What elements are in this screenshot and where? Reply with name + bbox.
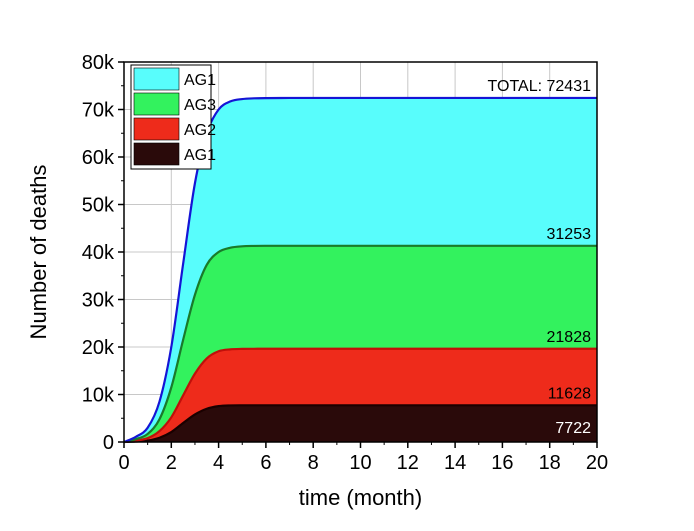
value-annotation: TOTAL: 72431 — [488, 78, 592, 95]
line-series-3 — [123, 96, 597, 444]
y-axis-ticks: 0 10k 20k 30k 40k 50k 60k 70k 80k — [82, 52, 124, 454]
y-axis-title: Number of deaths — [26, 165, 51, 340]
x-tick-label: 14 — [444, 452, 466, 474]
legend-swatch — [133, 142, 180, 166]
y-tick-label: 20k — [82, 337, 115, 359]
y-tick-label: 60k — [82, 147, 115, 169]
y-tick-label: 50k — [82, 195, 115, 217]
y-tick-label: 80k — [82, 52, 115, 74]
x-tick-label: 2 — [166, 452, 177, 474]
line-series-2 — [123, 244, 597, 444]
x-tick-label: 6 — [260, 452, 271, 474]
line-series-1 — [123, 347, 597, 444]
x-tick-label: 10 — [349, 452, 371, 474]
x-tick-label: 12 — [397, 452, 419, 474]
y-tick-label: 10k — [82, 385, 115, 407]
area-series-0 — [124, 405, 597, 442]
x-tick-label: 8 — [308, 452, 319, 474]
x-axis-ticks: 0 2 4 6 8 10 12 14 16 18 20 — [118, 442, 608, 474]
x-axis-title: time (month) — [299, 485, 422, 510]
y-tick-label: 40k — [82, 242, 115, 264]
value-annotation: 31253 — [547, 226, 592, 243]
value-annotation: 11628 — [548, 385, 591, 402]
legend-label: AG1 — [184, 147, 216, 164]
x-tick-label: 18 — [539, 452, 561, 474]
legend: AG1 AG3 AG2 AG1 — [130, 64, 216, 170]
value-annotations: TOTAL: 72431 31253 21828 11628 7722 — [488, 78, 592, 437]
y-tick-label: 70k — [82, 100, 115, 122]
legend-swatch — [133, 67, 180, 91]
legend-label: AG2 — [184, 122, 216, 139]
line-series-0 — [123, 404, 597, 444]
legend-label: AG1 — [184, 72, 216, 89]
value-annotation: 21828 — [547, 329, 592, 346]
legend-swatch — [133, 92, 180, 116]
legend-label: AG3 — [184, 97, 216, 114]
y-tick-label: 0 — [103, 432, 114, 454]
series-areas — [124, 97, 597, 443]
x-tick-label: 0 — [118, 452, 129, 474]
legend-swatch — [133, 117, 180, 141]
x-tick-label: 4 — [213, 452, 224, 474]
x-tick-label: 20 — [586, 452, 608, 474]
value-annotation: 7722 — [555, 420, 591, 437]
y-tick-label: 30k — [82, 290, 115, 312]
series-lines — [123, 96, 597, 444]
x-tick-label: 16 — [491, 452, 513, 474]
